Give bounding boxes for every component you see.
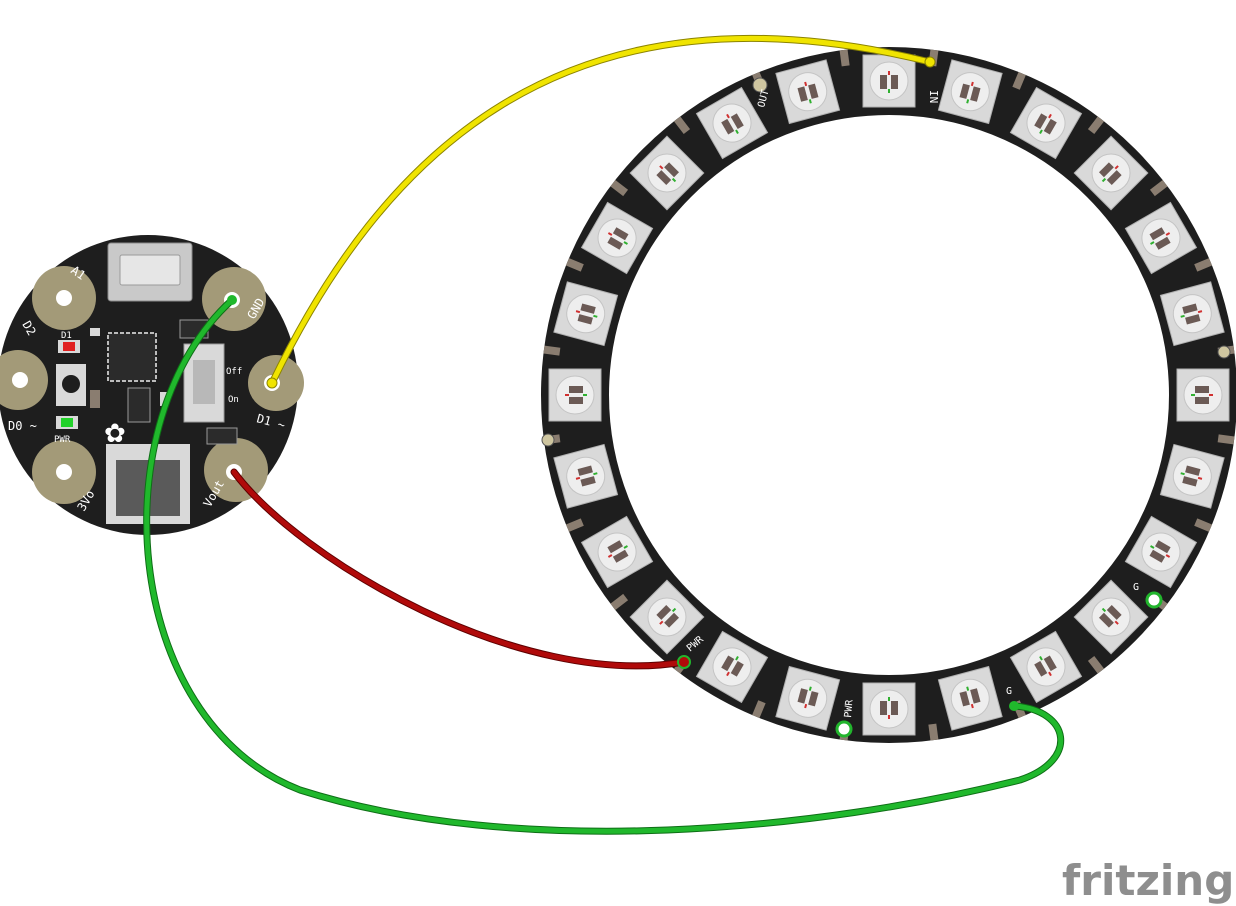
ring-resistor [1087, 116, 1105, 135]
ring-resistor [928, 723, 939, 741]
ring-pixel [1009, 630, 1083, 704]
ring-pixel [937, 59, 1003, 125]
ring-pixel [1073, 135, 1149, 211]
ring-pixel [1159, 443, 1225, 509]
ring-pixel [775, 665, 841, 731]
ring-resistor [1087, 655, 1105, 674]
ring-resistor [565, 518, 584, 532]
ring-pixel [695, 86, 769, 160]
wires [143, 34, 1064, 835]
ring-resistor [610, 179, 629, 197]
adafruit-star-icon: ✿ [104, 419, 126, 449]
pad-label-a1: A1 [68, 263, 88, 283]
wire-data-yellow [269, 35, 933, 386]
ring-resistor [1012, 71, 1026, 90]
ring-label-in: IN [927, 90, 940, 103]
pwr-pad-hole-bottom [835, 720, 853, 738]
ring-resistor [1217, 434, 1235, 445]
switch-label-off: Off [226, 367, 242, 377]
ring-resistor [610, 593, 629, 611]
microcontroller-chip [107, 332, 157, 382]
ring-resistor [1194, 518, 1213, 532]
pad-label-d0: D0 ~ [8, 419, 37, 433]
ring-pixel [553, 281, 619, 347]
ring-pixel [553, 443, 619, 509]
ring-pixel [1009, 86, 1083, 160]
switch-label-on: On [228, 395, 239, 405]
ring-resistor [839, 49, 850, 67]
g-pad-hole-right [1145, 591, 1163, 609]
ring-pixel [1124, 201, 1198, 275]
ring-resistor [1149, 179, 1168, 197]
pad-label-d2: D2 [19, 319, 38, 339]
pad-hole-left [541, 433, 555, 447]
ring-pixel [937, 665, 1003, 731]
ring-pixel [580, 201, 654, 275]
ring-pixel [629, 579, 705, 655]
neopixel-ring: IN OUT PWR PWR G G [541, 47, 1236, 743]
ring-pixel [695, 630, 769, 704]
ring-pixel [580, 515, 654, 589]
ring-label-out: OUT [756, 88, 771, 108]
ring-label-pwr-b: PWR [843, 698, 856, 718]
pad-hole-right [1217, 345, 1231, 359]
out-pad-hole [752, 77, 768, 93]
ring-pixel [1073, 579, 1149, 655]
ring-pixel [1159, 281, 1225, 347]
ring-resistor [565, 258, 584, 272]
ring-resistor [543, 345, 561, 356]
ring-pixel [1176, 368, 1230, 422]
ring-pixel [1124, 515, 1198, 589]
ring-pixel [629, 135, 705, 211]
wire-power-red [231, 469, 687, 669]
ring-pixel [862, 682, 916, 736]
ring-label-g-a: G [1133, 582, 1139, 593]
ring-resistor [752, 700, 766, 719]
ring-resistor [1194, 258, 1213, 272]
ring-pixel [775, 59, 841, 125]
chip-label-d1: D1 [61, 331, 72, 341]
ring-resistor [673, 116, 691, 135]
chip-label-pwr: PWR [54, 435, 71, 445]
fritzing-watermark: fritzing [1062, 856, 1234, 905]
wire-ground-green [144, 297, 1063, 834]
ring-pixels [543, 49, 1235, 741]
ring-pixel [862, 54, 916, 108]
ring-pixel [548, 368, 602, 422]
ring-label-g-b: G [1006, 686, 1012, 697]
gemma-board: ✿ A1 D2 D0 ~ 3Vo GND D1 ~ Vout D1 PWR Of… [0, 235, 304, 535]
